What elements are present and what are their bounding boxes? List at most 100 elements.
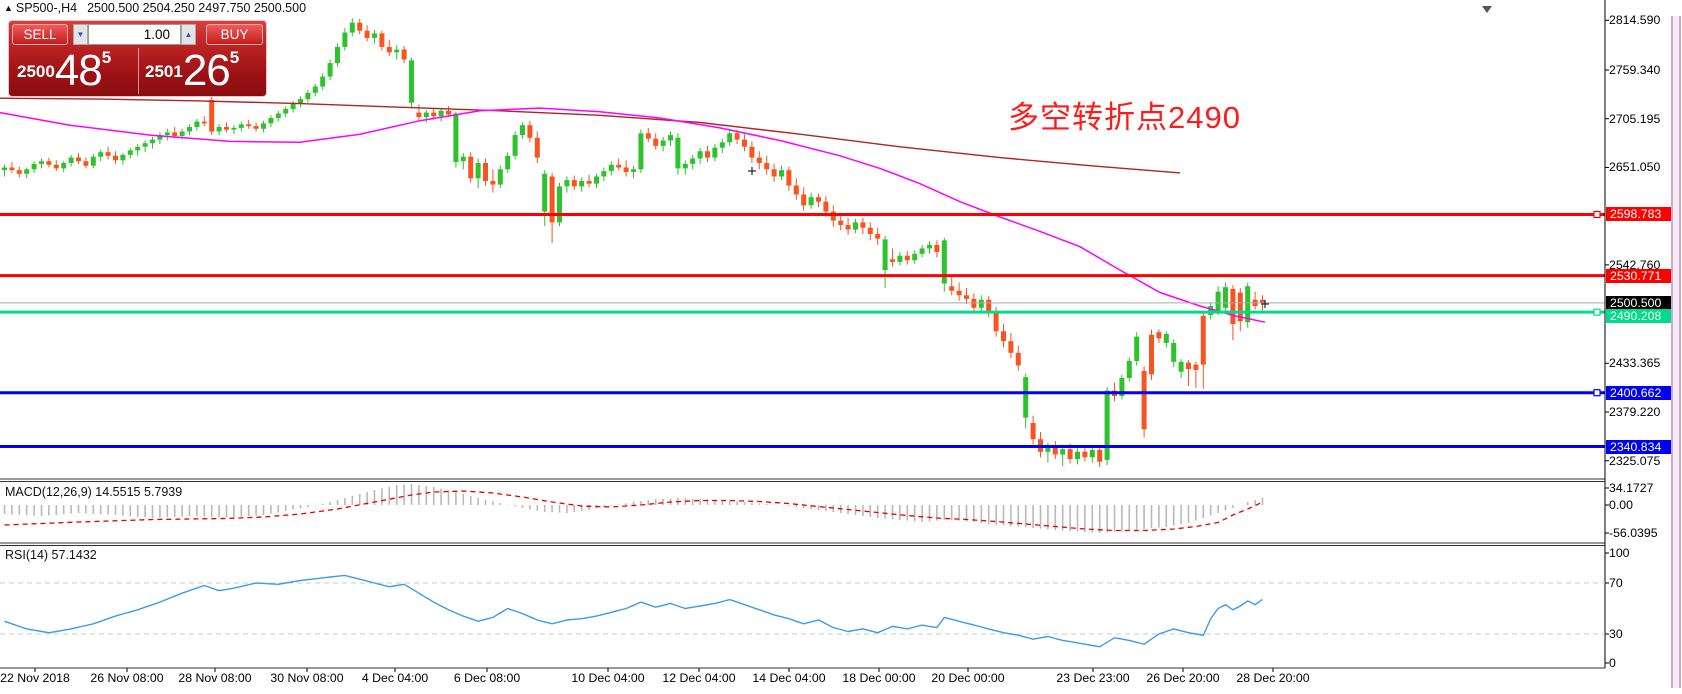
candle xyxy=(261,120,266,133)
candle xyxy=(719,138,725,154)
price-level-label[interactable]: 2490.208 xyxy=(1606,309,1677,324)
candle xyxy=(379,30,385,51)
candle xyxy=(1163,331,1169,348)
candle xyxy=(1038,432,1043,458)
buy-price-small: 2501 xyxy=(145,62,183,81)
candle xyxy=(453,111,459,168)
price-axis-label: 2651.050 xyxy=(1609,160,1661,175)
crosshair-marker xyxy=(1261,300,1269,308)
candle xyxy=(275,110,281,122)
macd-axis-label: 0.00 xyxy=(1609,498,1633,512)
candle xyxy=(1252,291,1258,310)
candle xyxy=(2,164,7,177)
candle xyxy=(904,251,910,265)
candle xyxy=(875,227,881,245)
candle xyxy=(675,133,681,175)
rsi-axis-label: 30 xyxy=(1609,627,1623,641)
candle xyxy=(246,119,252,129)
candle xyxy=(1171,339,1177,368)
sell-price-sup: 5 xyxy=(101,48,112,67)
candle xyxy=(39,158,44,169)
candle xyxy=(187,124,192,136)
candle xyxy=(31,161,37,173)
ma-fast-line xyxy=(0,107,1266,323)
candle xyxy=(342,28,348,51)
candle xyxy=(460,153,466,170)
candle xyxy=(238,121,244,132)
candle xyxy=(816,193,821,208)
candle xyxy=(941,237,947,292)
candle xyxy=(268,115,274,127)
candle xyxy=(1001,324,1006,348)
rsi-axis-label: 70 xyxy=(1609,576,1623,590)
line-handle[interactable] xyxy=(1593,210,1601,219)
price-level-label[interactable]: 2500.500 xyxy=(1606,295,1677,310)
candle xyxy=(897,252,903,266)
buy-button[interactable]: BUY xyxy=(206,24,263,45)
price-axis-label: 2325.075 xyxy=(1609,453,1661,468)
candle xyxy=(1097,445,1103,468)
candle xyxy=(1223,282,1228,312)
time-axis-label: 14 Dec 04:00 xyxy=(752,671,826,685)
candle xyxy=(150,136,155,149)
candle xyxy=(919,244,925,258)
candle xyxy=(468,152,474,183)
candle xyxy=(327,59,333,81)
candle xyxy=(534,131,540,163)
candle xyxy=(113,151,118,164)
candle xyxy=(1119,374,1125,400)
sell-button[interactable]: SELL xyxy=(12,24,68,45)
candle xyxy=(853,218,858,234)
candle xyxy=(1134,332,1140,366)
candle xyxy=(1023,373,1029,429)
sell-price-big: 48 xyxy=(54,46,103,95)
macd-signal-line xyxy=(4,490,1263,532)
price-level-label[interactable]: 2340.834 xyxy=(1606,439,1677,454)
candle xyxy=(608,161,614,176)
buy-price-sup: 5 xyxy=(229,48,240,67)
macd-axis-label: 34.1727 xyxy=(1609,481,1654,495)
symbol-marker-icon: ▲ xyxy=(4,3,13,13)
candle xyxy=(98,149,104,162)
candle xyxy=(742,134,747,152)
candle xyxy=(76,153,81,164)
volume-decrease-button[interactable]: ▼ xyxy=(73,24,88,45)
rsi-line xyxy=(4,574,1263,648)
price-level-label[interactable]: 2598.783 xyxy=(1606,207,1677,222)
price-axis-label: 2814.590 xyxy=(1609,13,1661,28)
candle xyxy=(542,170,548,226)
line-handle[interactable] xyxy=(1593,389,1601,397)
candle xyxy=(838,213,844,231)
candle xyxy=(135,144,141,156)
candle xyxy=(201,116,207,127)
price-level-label[interactable]: 2400.662 xyxy=(1606,385,1677,400)
vertical-scrollbar[interactable] xyxy=(1671,16,1681,688)
volume-input[interactable] xyxy=(88,24,181,45)
sell-quote[interactable]: 2500485 xyxy=(17,46,135,96)
price-axis-label: 2705.195 xyxy=(1609,111,1661,126)
chart-shift-marker-icon[interactable] xyxy=(1482,6,1492,13)
price-axis-label: 2379.220 xyxy=(1609,405,1661,420)
candle xyxy=(483,158,488,186)
line-handle[interactable] xyxy=(1593,308,1601,316)
candle xyxy=(209,96,215,136)
price-level-label[interactable]: 2530.771 xyxy=(1606,268,1677,283)
candle xyxy=(764,155,770,175)
candle xyxy=(860,217,866,235)
candle xyxy=(645,127,651,143)
time-axis-label: 22 Nov 2018 xyxy=(0,671,70,685)
candle xyxy=(727,128,733,146)
candle xyxy=(194,118,200,131)
candle xyxy=(512,131,518,160)
candle xyxy=(490,169,496,193)
candle xyxy=(579,177,585,192)
candle xyxy=(231,125,237,135)
volume-increase-button[interactable]: ▲ xyxy=(181,24,196,45)
candle xyxy=(638,129,644,173)
buy-quote[interactable]: 2501265 xyxy=(145,46,263,96)
candle xyxy=(1193,361,1199,388)
candle xyxy=(793,178,799,200)
candle xyxy=(164,128,170,141)
candle xyxy=(964,288,969,305)
candle xyxy=(475,158,481,189)
